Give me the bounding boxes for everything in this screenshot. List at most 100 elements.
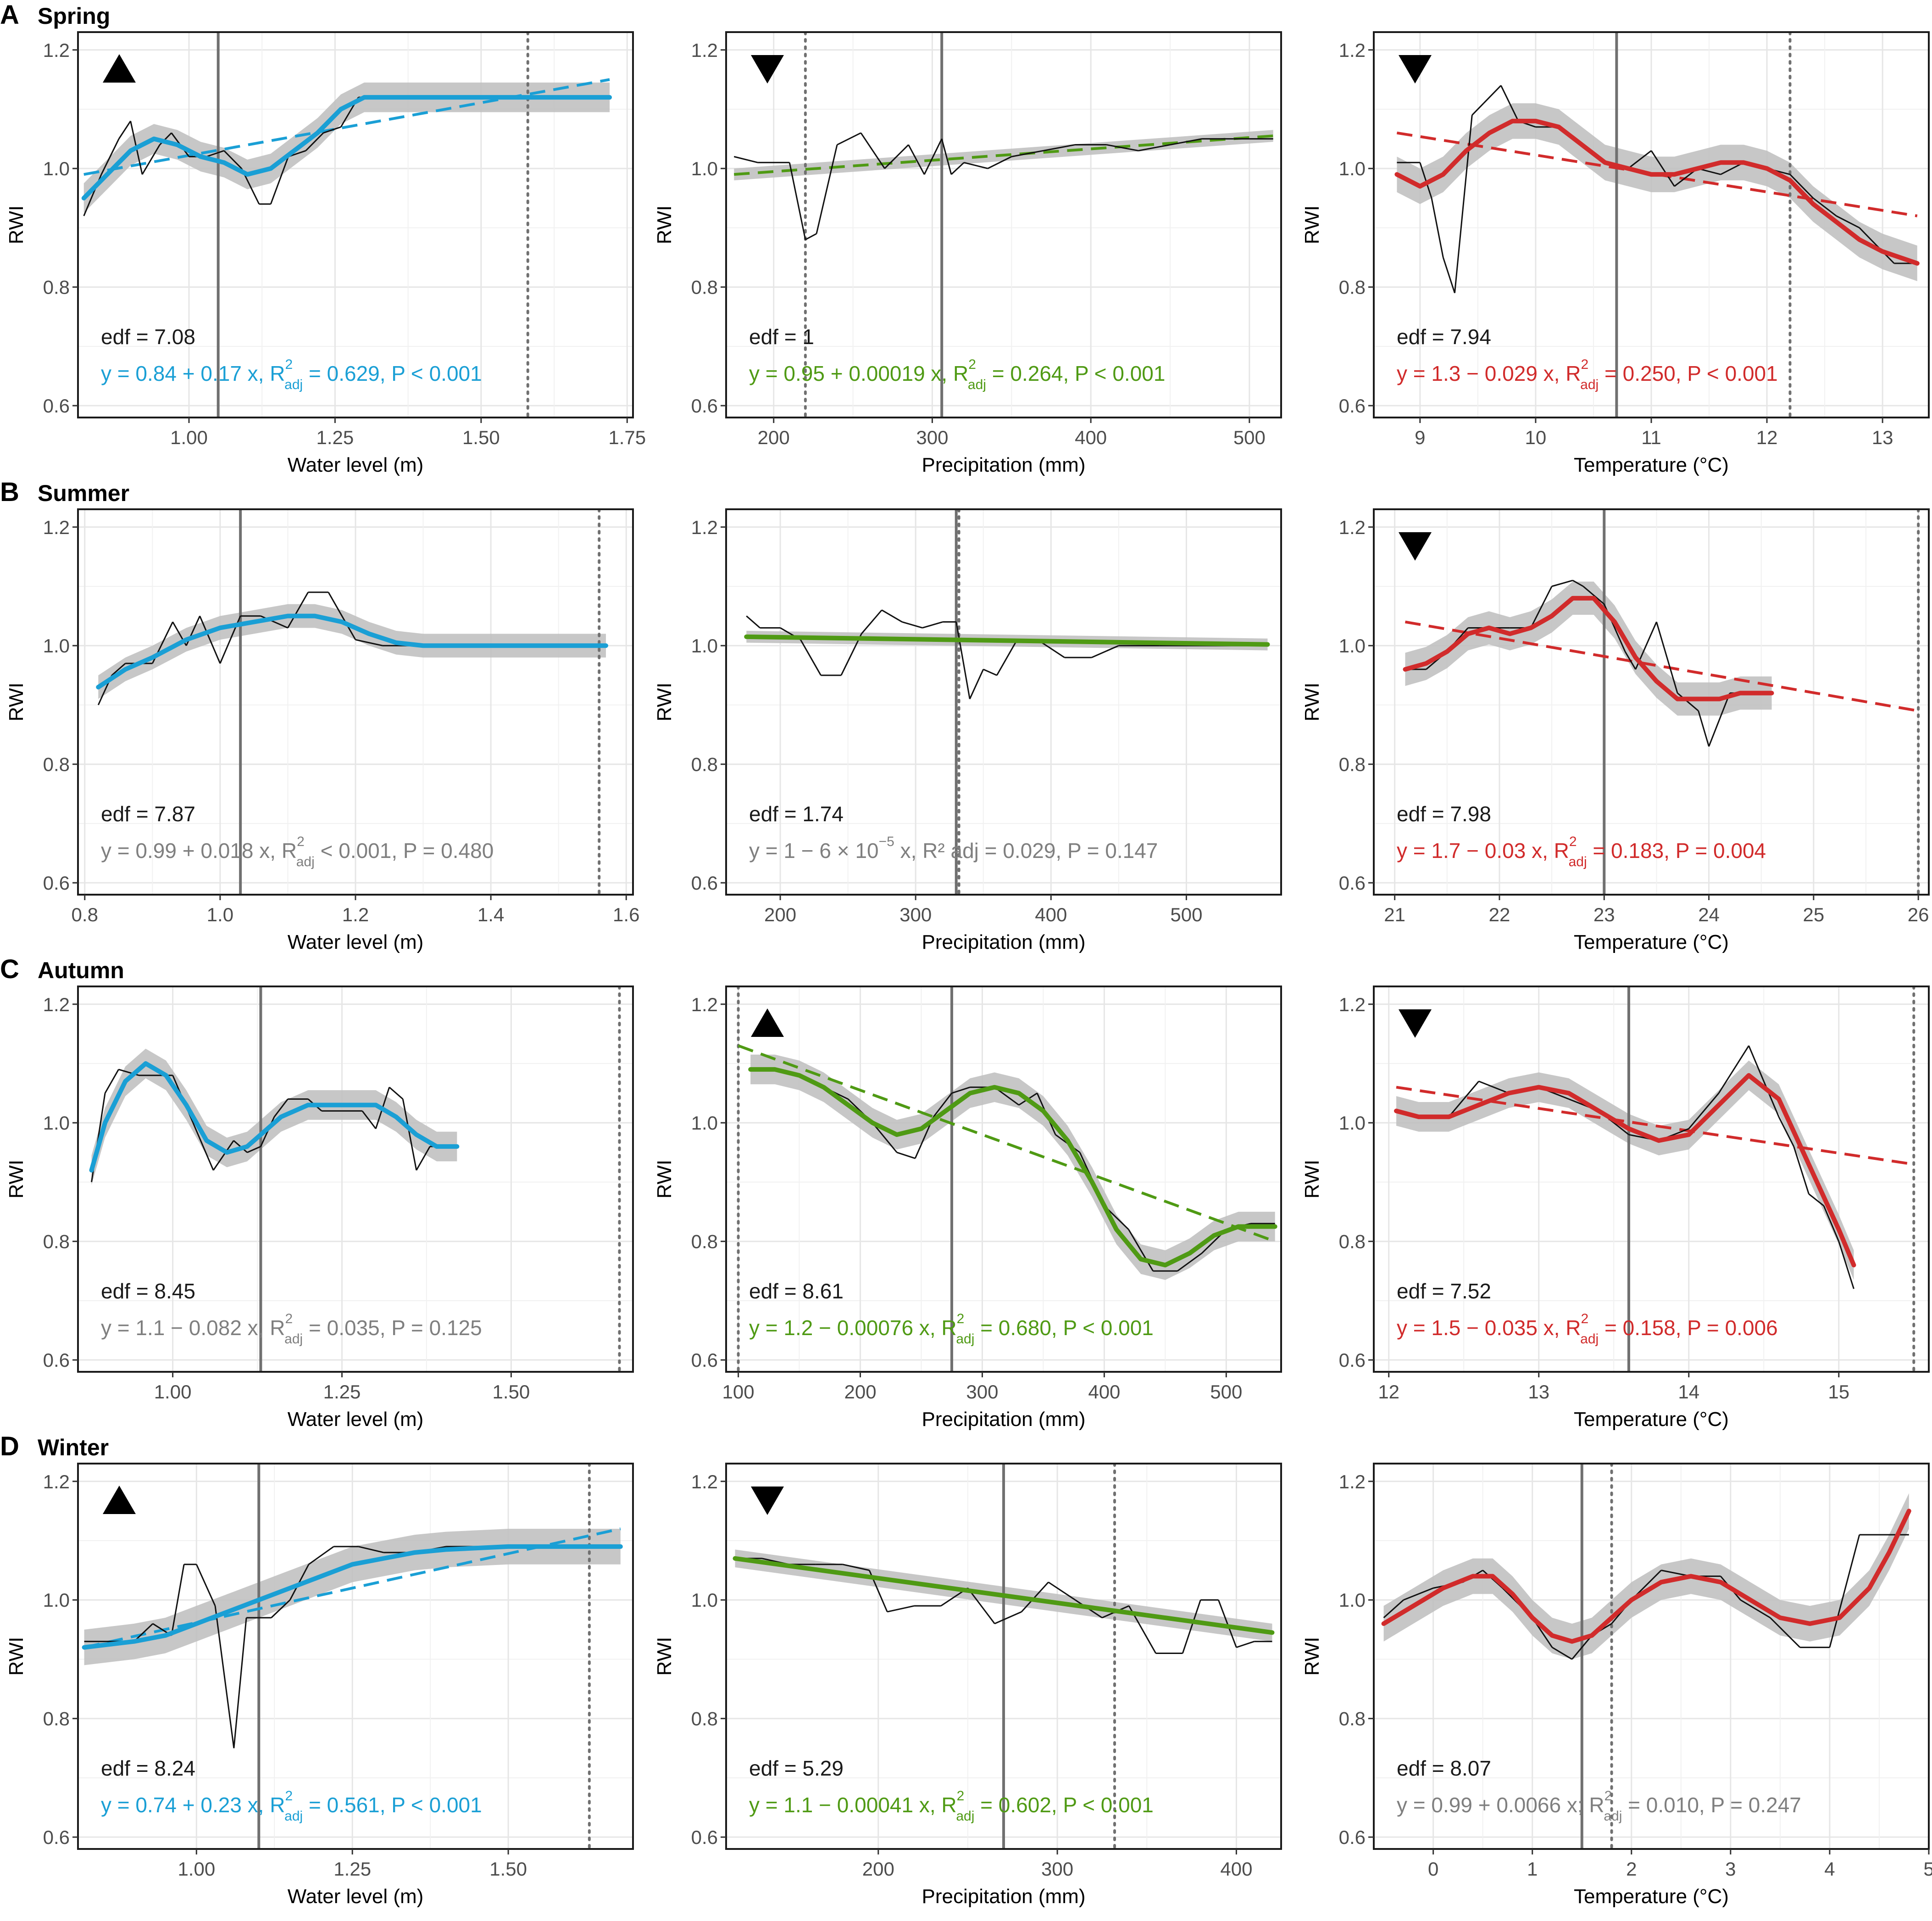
observed-segment — [192, 1122, 214, 1171]
observed-segment — [1419, 162, 1432, 199]
row-title-D: Winter — [38, 1435, 109, 1460]
y-axis-label: RWI — [653, 1637, 676, 1676]
plot-body — [733, 32, 1273, 418]
equation-label: y = 1.2 − 0.00076 x, R2 adj = 0.680, P < … — [749, 1311, 1154, 1347]
equation-tail: = 0.680, P < 0.001 — [974, 1316, 1153, 1340]
x-tick-label: 1.25 — [333, 1858, 371, 1880]
equation-superscript: 2 — [968, 357, 976, 372]
x-axis-label: Temperature (°C) — [1574, 1885, 1729, 1908]
row-letter-B: B — [0, 477, 19, 507]
observed-segment — [308, 1546, 334, 1565]
observed-segment — [733, 156, 758, 163]
x-axis-label: Temperature (°C) — [1574, 454, 1729, 476]
x-tick-label: 0.8 — [72, 904, 98, 925]
row-title-B: Summer — [38, 480, 129, 506]
x-tick-label: 2 — [1626, 1858, 1637, 1880]
x-tick-label: 4 — [1824, 1858, 1835, 1880]
trend-up-triangle-icon — [751, 1008, 784, 1037]
gam-smooth-line — [1394, 118, 1920, 266]
plot-background — [726, 32, 1281, 418]
gridlines — [78, 32, 633, 418]
panel-D-precip: 0.6 0.8 1.0 1.2 RWI 200 300 400 Precipitation (m… — [653, 1463, 1282, 1908]
y-tick-label: 0.6 — [691, 1826, 718, 1848]
y-axis-label: RWI — [1301, 1637, 1323, 1676]
observed-segment — [1442, 257, 1455, 294]
y-tick-label: 1.0 — [691, 1589, 718, 1611]
row-letter-D: D — [0, 1431, 19, 1461]
observed-segment — [861, 609, 883, 635]
x-tick-label: 22 — [1489, 904, 1510, 925]
equation-label: y = 0.95 + 0.00019 x, R2 adj = 0.264, P <… — [749, 357, 1165, 392]
observed-segment — [1552, 1647, 1572, 1660]
y-tick-label: 0.8 — [43, 754, 70, 775]
equation-main: y = 0.74 + 0.23 x, R — [101, 1793, 285, 1817]
observed-segment — [1778, 1116, 1795, 1147]
observed-segment — [100, 138, 120, 175]
panel-A-temp: 0.6 0.8 1.0 1.2 RWI 9 10 11 12 13 Temperature (°C)… — [1301, 31, 1930, 476]
y-tick-label: 1.2 — [43, 994, 70, 1015]
observed-segment — [860, 132, 885, 169]
observed-series — [735, 1558, 1272, 1654]
row-title-A: Spring — [38, 3, 110, 29]
observed-segment — [887, 1605, 915, 1613]
x-tick-label: 200 — [764, 904, 796, 925]
y-tick-label: 0.8 — [43, 1708, 70, 1730]
observed-segment — [1170, 138, 1202, 146]
equation-subscript: adj — [1580, 1331, 1599, 1347]
x-tick-label: 24 — [1698, 904, 1720, 925]
observed-segment — [1448, 1080, 1480, 1118]
observed-segment — [233, 1617, 247, 1748]
equation-subscript: adj — [956, 1331, 974, 1347]
observed-segment — [1813, 197, 1837, 217]
equation-superscript: 2 — [285, 1788, 293, 1804]
x-axis-label: Precipitation (mm) — [922, 931, 1086, 953]
x-tick-label: 26 — [1908, 904, 1929, 925]
observed-segment — [872, 1122, 898, 1153]
equation-subscript: adj — [968, 377, 986, 392]
plot-background — [1374, 986, 1929, 1372]
x-tick-label: 1.6 — [613, 904, 639, 925]
linear-fit-line — [83, 78, 610, 176]
linear-fit-line — [1396, 1086, 1914, 1166]
equation-main: y = 1.2 − 0.00076 x, R — [749, 1316, 957, 1340]
equation-superscript: 2 — [1581, 357, 1588, 372]
equation-superscript: 2 — [1569, 834, 1577, 849]
observed-segment — [941, 139, 952, 175]
equation-superscript: −5 — [879, 834, 894, 849]
observed-segment — [788, 162, 806, 240]
observed-segment — [950, 162, 965, 175]
y-tick-label: 1.2 — [1339, 1471, 1366, 1492]
observed-segment — [987, 156, 1012, 169]
observed-segment — [1530, 586, 1553, 629]
observed-segment — [922, 621, 943, 629]
x-tick-label: 9 — [1415, 427, 1425, 448]
trend-down-triangle-icon — [751, 55, 784, 84]
y-tick-label: 0.8 — [1339, 277, 1366, 298]
y-axis-label: RWI — [1301, 683, 1323, 722]
equation-subscript: adj — [284, 377, 303, 392]
equation-label: y = 1 − 6 × 10−5 x, R² adj = 0.029, P = … — [749, 834, 1158, 863]
equation-superscript: 2 — [957, 1311, 965, 1326]
plot-body — [1394, 32, 1920, 418]
x-tick-label: 1.25 — [323, 1381, 361, 1403]
panel-A-water: 0.6 0.8 1.0 1.2 RWI 1.00 1.25 1.50 1.75 Water lev… — [5, 31, 646, 476]
y-axis-label: RWI — [653, 683, 676, 722]
equation-tail: = 0.010, P = 0.247 — [1622, 1793, 1801, 1817]
equation-subscript: adj — [296, 854, 315, 869]
observed-segment — [800, 639, 822, 676]
gam-smooth-line — [81, 95, 612, 200]
observed-segment — [1748, 1045, 1765, 1082]
observed-segment — [1236, 1641, 1255, 1648]
linear-fit-line — [734, 134, 1273, 176]
y-tick-label: 1.2 — [1339, 517, 1366, 538]
gam-smooth-line — [748, 1067, 1277, 1268]
observed-segment — [933, 1092, 953, 1118]
gam-smooth-line — [89, 1061, 460, 1173]
observed-segment — [402, 1099, 417, 1170]
plot-body — [744, 509, 1270, 895]
trend-down-triangle-icon — [1399, 55, 1432, 84]
row-title-C: Autumn — [38, 958, 124, 983]
equation-main: y = 1.1 − 0.082 x, R — [101, 1316, 285, 1340]
observed-series — [733, 132, 1273, 240]
observed-segment — [1011, 150, 1044, 157]
